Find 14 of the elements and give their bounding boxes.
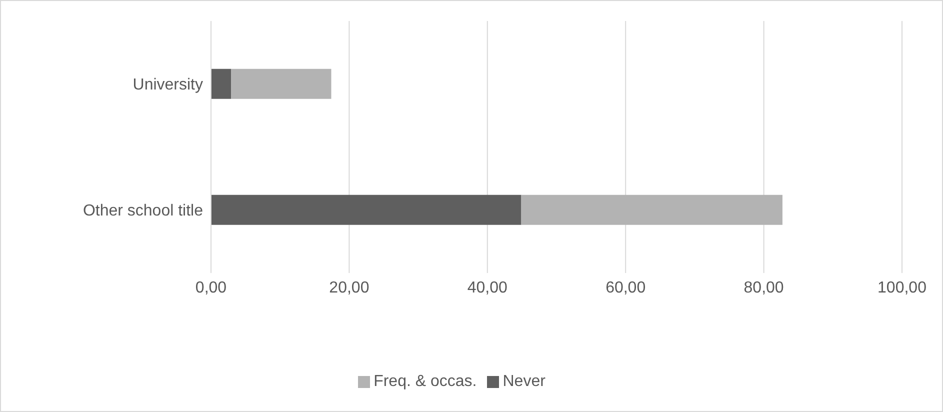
y-tick-label: Other school title <box>82 202 204 220</box>
bar <box>521 194 782 225</box>
bar <box>211 68 232 99</box>
y-tick-label: University <box>132 76 203 94</box>
bar <box>231 68 332 99</box>
x-tick-label: 40,00 <box>467 279 508 296</box>
legend-label: Never <box>502 373 546 390</box>
x-tick-label: 100,00 <box>878 279 927 296</box>
x-tick-label: 80,00 <box>744 279 784 296</box>
x-tick-label: 0,00 <box>195 279 227 296</box>
x-tick-label: 20,00 <box>329 279 370 296</box>
bar <box>211 194 522 225</box>
legend-label: Freq. & occas. <box>374 373 477 390</box>
x-tick-label: 60,00 <box>606 279 646 296</box>
